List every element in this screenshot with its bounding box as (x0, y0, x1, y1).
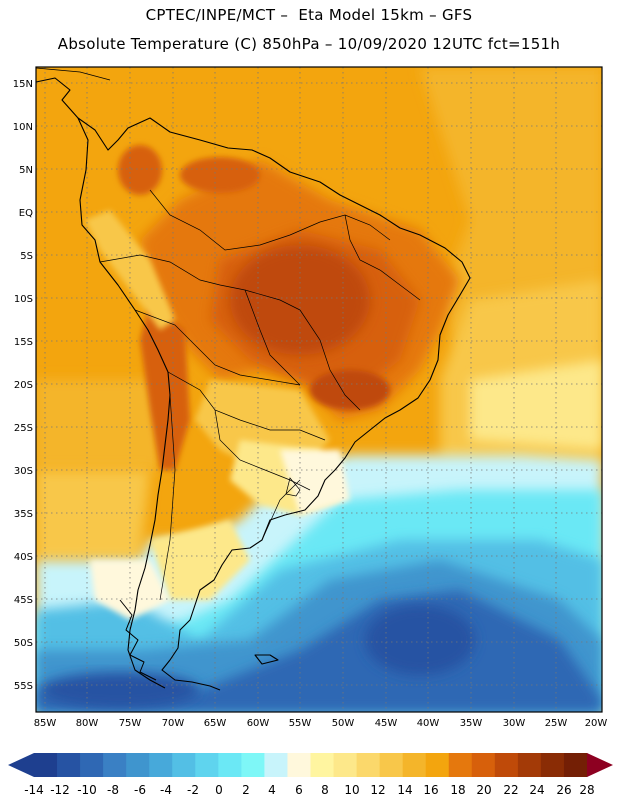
colorbar-swatch (195, 753, 219, 777)
colorbar-label: 12 (370, 783, 385, 797)
map-frame (35, 66, 603, 713)
colorbar-label: -12 (50, 783, 70, 797)
lat-label: 25S (14, 423, 33, 434)
colorbar-swatch (80, 753, 104, 777)
colorbar-swatch (34, 753, 58, 777)
lat-label: 40S (14, 552, 33, 563)
colorbar-swatch (402, 753, 427, 777)
lat-label: 35S (14, 509, 33, 520)
colorbar-swatch (264, 753, 288, 777)
lon-label: 70W (162, 718, 185, 729)
colorbar-swatch (494, 753, 519, 777)
colorbar-swatch (517, 753, 542, 777)
lon-label: 20W (585, 718, 608, 729)
longitude-labels: 85W 80W 75W 70W 65W 60W 55W 50W 45W 40W … (34, 718, 608, 729)
colorbar-swatch (425, 753, 450, 777)
colorbar-swatch (149, 753, 173, 777)
colorbar-label: 18 (450, 783, 465, 797)
colorbar-swatch (218, 753, 242, 777)
lon-label: 55W (289, 718, 312, 729)
colorbar-swatch (310, 753, 335, 777)
lon-label: 30W (503, 718, 526, 729)
colorbar-swatch (563, 753, 588, 777)
lat-label: 50S (14, 638, 33, 649)
title-line-1: CPTEC/INPE/MCT – Eta Model 15km – GFS (145, 6, 473, 24)
colorbar-label: 2 (242, 783, 250, 797)
colorbar-swatch (172, 753, 196, 777)
colorbar-label: 0 (215, 783, 223, 797)
colorbar-swatch (241, 753, 265, 777)
lon-label: 25W (545, 718, 568, 729)
temperature-field (36, 67, 602, 712)
colorbar-right-arrow (587, 753, 613, 777)
lat-label: 45S (14, 595, 33, 606)
lon-label: 60W (247, 718, 270, 729)
latitude-labels: 15N 10N 5N EQ 5S 10S 15S 20S 25S 30S 35S… (13, 79, 33, 692)
coastline (36, 67, 471, 691)
colorbar-label: 24 (529, 783, 544, 797)
colorbar-swatch (356, 753, 381, 777)
colorbar-label: 6 (295, 783, 303, 797)
lon-label: 75W (119, 718, 142, 729)
lat-label: EQ (19, 208, 33, 219)
colorbar-left-arrow (8, 753, 34, 777)
lat-label: 10N (13, 122, 33, 133)
lat-label: 5N (19, 165, 33, 176)
colorbar-label: 8 (321, 783, 329, 797)
lat-label: 30S (14, 466, 33, 477)
colorbar: -14 -12 -10 -8 -6 -4 -2 0 2 4 6 8 10 12 … (8, 753, 613, 797)
colorbar-label: 14 (397, 783, 412, 797)
colorbar-label: 16 (423, 783, 438, 797)
colorbar-label: 20 (476, 783, 491, 797)
colorbar-swatch (540, 753, 565, 777)
colorbar-swatch (287, 753, 311, 777)
lon-label: 35W (460, 718, 483, 729)
colorbar-label: -8 (107, 783, 119, 797)
colorbar-label: -6 (134, 783, 146, 797)
colorbar-label: -14 (24, 783, 44, 797)
lat-label: 15S (14, 337, 33, 348)
colorbar-label: 10 (344, 783, 359, 797)
colorbar-label: 28 (579, 783, 594, 797)
colorbar-swatch (103, 753, 127, 777)
colorbar-labels: -14 -12 -10 -8 -6 -4 -2 0 2 4 6 8 10 12 … (24, 783, 594, 797)
lon-label: 85W (34, 718, 57, 729)
lat-label: 20S (14, 380, 33, 391)
lat-label: 10S (14, 294, 33, 305)
colorbar-label: -2 (187, 783, 199, 797)
lon-label: 65W (204, 718, 227, 729)
lat-label: 55S (14, 681, 33, 692)
colorbar-swatch (379, 753, 404, 777)
colorbar-label: -10 (77, 783, 97, 797)
colorbar-label: 22 (503, 783, 518, 797)
title-line-2: Absolute Temperature (C) 850hPa – 10/09/… (57, 35, 561, 53)
lon-label: 45W (375, 718, 398, 729)
colorbar-swatch (448, 753, 473, 777)
colorbar-label: -4 (160, 783, 172, 797)
colorbar-swatch (333, 753, 358, 777)
lat-label: 15N (13, 79, 33, 90)
colorbar-swatch (471, 753, 496, 777)
colorbar-label: 4 (268, 783, 276, 797)
colorbar-swatches (34, 753, 588, 777)
country-borders (99, 189, 421, 601)
lat-label: 5S (20, 251, 33, 262)
colorbar-swatch (57, 753, 81, 777)
lon-label: 50W (332, 718, 355, 729)
lon-label: 80W (76, 718, 99, 729)
colorbar-label: 26 (556, 783, 571, 797)
colorbar-swatch (126, 753, 150, 777)
lon-label: 40W (417, 718, 440, 729)
